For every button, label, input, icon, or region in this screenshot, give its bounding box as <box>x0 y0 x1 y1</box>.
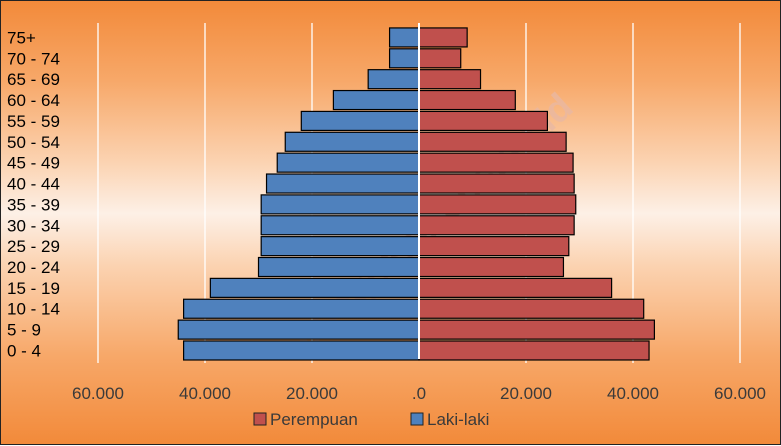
x-tick-label: 60.000 <box>714 384 766 403</box>
bar-laki-laki <box>177 319 420 340</box>
bar-laki-laki <box>183 298 420 319</box>
legend-swatch-laki-laki <box>410 412 424 426</box>
category-label: 15 - 19 <box>7 279 60 298</box>
bar-laki-laki <box>209 277 420 298</box>
category-label: 75+ <box>7 28 36 47</box>
bar-laki-laki <box>367 69 420 90</box>
bar-perempuan <box>418 298 645 319</box>
bar-perempuan <box>418 256 565 278</box>
category-label: 55 - 59 <box>7 112 60 131</box>
x-tick-label: .0 <box>412 384 426 403</box>
category-label: 50 - 54 <box>7 133 60 152</box>
bar-laki-laki <box>388 48 420 69</box>
bar-laki-laki <box>332 89 420 111</box>
bar-perempuan <box>418 340 650 361</box>
bar-laki-laki <box>257 256 420 278</box>
bar-laki-laki <box>284 131 420 152</box>
bar-laki-laki <box>265 173 420 194</box>
bar-perempuan <box>418 215 575 236</box>
x-tick-label: 60.000 <box>72 384 124 403</box>
category-label: 30 - 34 <box>7 216 60 235</box>
bar-perempuan <box>418 48 462 69</box>
bar-perempuan <box>418 131 567 152</box>
bar-perempuan <box>418 319 655 340</box>
bar-laki-laki <box>183 340 420 361</box>
bar-laki-laki <box>260 236 420 257</box>
bar-laki-laki <box>260 215 420 236</box>
category-label: 45 - 49 <box>7 154 60 173</box>
legend-label-laki-laki: Laki-laki <box>427 410 489 429</box>
legend-label-perempuan: Perempuan <box>270 410 358 429</box>
category-label: 40 - 44 <box>7 175 60 194</box>
bar-perempuan <box>418 173 575 194</box>
bar-perempuan <box>418 277 613 298</box>
bar-laki-laki <box>388 27 420 48</box>
bar-perempuan <box>418 152 574 173</box>
category-label: 65 - 69 <box>7 70 60 89</box>
x-tick-label: 20.000 <box>286 384 338 403</box>
category-label: 0 - 4 <box>7 341 41 360</box>
x-tick-label: 40.000 <box>607 384 659 403</box>
bar-perempuan <box>418 110 548 132</box>
category-label: 5 - 9 <box>7 321 41 340</box>
x-tick-label: 20.000 <box>500 384 552 403</box>
category-label: 20 - 24 <box>7 258 60 277</box>
category-label: 35 - 39 <box>7 195 60 214</box>
bar-perempuan <box>418 27 468 48</box>
bar-perempuan <box>418 194 577 215</box>
x-tick-label: 40.000 <box>179 384 231 403</box>
bar-perempuan <box>418 69 482 90</box>
bar-laki-laki <box>260 194 420 215</box>
category-label: 60 - 64 <box>7 91 60 110</box>
bar-laki-laki <box>276 152 420 173</box>
legend-swatch-perempuan <box>253 412 267 426</box>
bar-perempuan <box>418 236 570 257</box>
category-label: 70 - 74 <box>7 49 60 68</box>
category-label: 25 - 29 <box>7 237 60 256</box>
bar-laki-laki <box>300 110 420 132</box>
category-label: 10 - 14 <box>7 300 60 319</box>
bar-perempuan <box>418 89 516 111</box>
